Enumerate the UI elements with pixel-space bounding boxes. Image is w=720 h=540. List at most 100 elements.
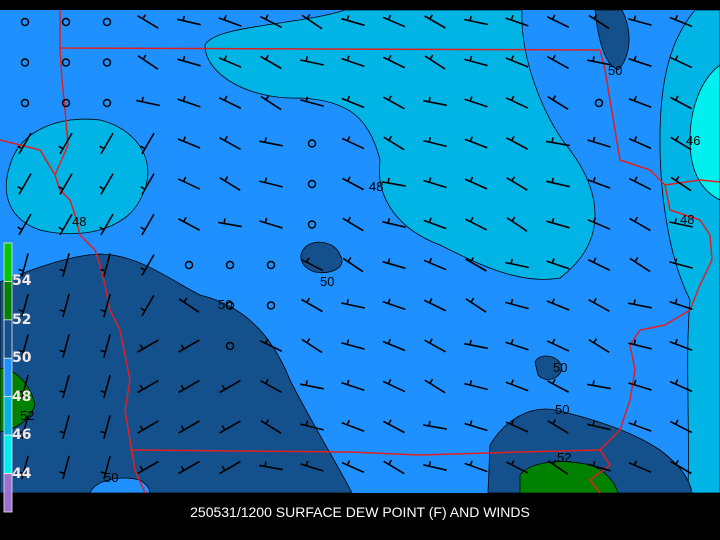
wind-barb xyxy=(341,339,365,350)
wind-barb xyxy=(382,14,406,28)
wind-barb xyxy=(17,132,32,155)
wind-barb xyxy=(506,216,528,232)
wind-barb xyxy=(218,55,242,68)
wind-barb xyxy=(423,96,447,107)
contour-label: 50 xyxy=(320,274,334,289)
legend-label: 46 xyxy=(12,427,31,443)
wind-barb xyxy=(628,136,652,150)
legend-swatch xyxy=(3,242,13,282)
wind-barb xyxy=(137,460,159,475)
wind-barb xyxy=(629,216,651,232)
wind-barb xyxy=(178,420,200,434)
wind-barb xyxy=(300,420,324,431)
wind-barb xyxy=(178,460,200,475)
wind-barb xyxy=(546,217,570,229)
wind-barb xyxy=(464,96,488,108)
wind-barb xyxy=(341,95,365,109)
wind-barb xyxy=(137,54,159,70)
wind-barb xyxy=(259,14,283,29)
wind-barb xyxy=(140,294,155,317)
wind-barb xyxy=(301,338,323,354)
legend-label: 50 xyxy=(12,350,32,366)
wind-barb xyxy=(300,257,324,272)
wind-barb xyxy=(17,173,32,195)
wind-barb xyxy=(99,213,114,236)
legend-label: 54 xyxy=(12,273,32,289)
wind-barb xyxy=(546,258,570,270)
wind-barb xyxy=(669,218,693,228)
wind-barb xyxy=(219,379,241,394)
wind-barb xyxy=(18,415,29,439)
wind-barb xyxy=(423,217,447,230)
wind-barb xyxy=(628,379,652,391)
wind-barb xyxy=(505,258,529,269)
wind-barb xyxy=(546,298,570,311)
wind-barb xyxy=(342,257,364,273)
wind-barb xyxy=(383,95,405,110)
wind-barb xyxy=(505,379,529,392)
wind-barb xyxy=(58,173,73,195)
wind-barb xyxy=(547,459,569,475)
wind-barb xyxy=(59,415,70,439)
wind-barb xyxy=(588,14,610,30)
wind-barb xyxy=(547,378,569,393)
wind-barb xyxy=(628,419,652,432)
wind-barb xyxy=(301,14,323,30)
wind-barb xyxy=(547,95,569,111)
wind-barb xyxy=(382,177,406,187)
wind-barb xyxy=(505,339,529,351)
wind-barb xyxy=(99,173,114,195)
calm-wind-circle xyxy=(594,98,604,108)
legend-labels: 54 52 50 48 46 44 xyxy=(12,273,32,482)
wind-barb xyxy=(669,55,693,69)
wind-barb xyxy=(464,216,488,231)
wind-barb xyxy=(506,135,528,150)
wind-barb xyxy=(260,378,282,394)
contour-label: 48 xyxy=(680,212,694,227)
wind-barb xyxy=(383,135,405,151)
contour-labels: 50 46 48 48 48 50 50 50 50 52 52 50 xyxy=(20,63,700,485)
wind-barb xyxy=(628,176,652,191)
wind-barb xyxy=(17,213,32,236)
wind-barb xyxy=(628,339,652,350)
legend-swatch xyxy=(3,434,13,474)
wind-barb xyxy=(465,297,487,313)
wind-barb xyxy=(300,460,324,472)
contour-label: 50 xyxy=(553,360,567,375)
legend-swatch xyxy=(3,357,13,398)
wind-barb xyxy=(629,257,651,273)
calm-wind-circle xyxy=(20,17,30,27)
wind-barb xyxy=(464,420,488,432)
wind-barb xyxy=(260,419,282,435)
region-46-west xyxy=(6,118,149,235)
contour-label: 48 xyxy=(369,179,383,194)
calm-wind-circle xyxy=(102,98,112,108)
wind-barb xyxy=(669,379,693,393)
wind-barb xyxy=(341,419,365,433)
wind-barb xyxy=(300,96,324,107)
wind-barb xyxy=(59,293,70,318)
wind-barb xyxy=(587,136,611,148)
calm-wind-circle xyxy=(266,301,276,310)
contour-label: 52 xyxy=(557,450,571,465)
wind-barb xyxy=(464,15,488,26)
wind-barb xyxy=(669,338,693,352)
color-legend xyxy=(3,242,13,513)
wind-barb xyxy=(587,56,611,66)
wind-barb xyxy=(505,298,529,310)
wind-barb xyxy=(59,334,70,358)
contour-label: 50 xyxy=(555,402,569,417)
calm-wind-circle xyxy=(20,58,30,67)
wind-barb xyxy=(341,379,365,391)
wind-barb xyxy=(260,54,282,70)
wind-barb xyxy=(341,136,365,150)
calm-wind-circle xyxy=(102,17,112,27)
calm-wind-circle xyxy=(184,260,194,270)
wind-barb xyxy=(382,258,406,270)
contour-label: 52 xyxy=(20,408,34,423)
wind-barb xyxy=(259,338,283,352)
wind-barb xyxy=(423,298,447,312)
contour-label: 50 xyxy=(608,63,622,78)
wind-barb xyxy=(18,374,29,399)
wind-barb xyxy=(58,213,73,236)
